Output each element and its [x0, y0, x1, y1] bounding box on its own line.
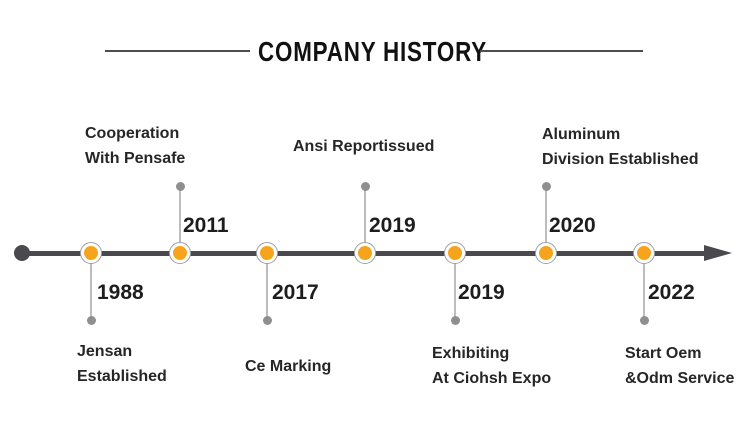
- event-stem: [179, 187, 181, 253]
- stem-end-dot: [451, 316, 460, 325]
- stem-end-dot: [176, 182, 185, 191]
- event-stem: [545, 187, 547, 253]
- event-stem: [266, 253, 268, 320]
- stem-end-dot: [542, 182, 551, 191]
- stem-end-dot: [263, 316, 272, 325]
- event-description-line: Division Established: [542, 151, 699, 168]
- event-description: Aluminum Division Established: [542, 122, 698, 172]
- event-description: Jensan Established: [77, 339, 167, 389]
- event-year: 2011: [183, 214, 229, 237]
- event-year: 1988: [97, 281, 144, 304]
- event-description: Exhibiting At Ciohsh Expo: [432, 341, 551, 391]
- event-stem: [454, 253, 456, 320]
- timeline-node-core: [448, 246, 462, 260]
- stem-end-dot: [640, 316, 649, 325]
- event-description-line: Ansi Reportissued: [293, 138, 435, 155]
- event-stem: [90, 253, 92, 320]
- stem-end-dot: [361, 182, 370, 191]
- event-description-line: Established: [77, 368, 167, 385]
- timeline-node-dot: [256, 242, 278, 264]
- event-description: Cooperation With Pensafe: [85, 121, 185, 171]
- timeline-node-core: [260, 246, 274, 260]
- event-year: 2019: [458, 281, 505, 304]
- event-year: 2022: [648, 281, 695, 304]
- title-rule-left: [105, 50, 250, 52]
- event-description: Ansi Reportissued: [293, 134, 434, 159]
- timeline-node-dot: [633, 242, 655, 264]
- timeline-node-dot: [354, 242, 376, 264]
- timeline-node-core: [173, 246, 187, 260]
- event-year: 2020: [549, 214, 596, 237]
- event-description: Start Oem &Odm Service: [625, 341, 734, 391]
- event-stem: [643, 253, 645, 320]
- timeline-node-dot: [444, 242, 466, 264]
- event-description-line: Start Oem: [625, 345, 702, 362]
- timeline-arrowhead-icon: [704, 245, 732, 261]
- title-rule-right: [480, 50, 643, 52]
- timeline-node-core: [539, 246, 553, 260]
- page-title: COMPANY HISTORY: [258, 36, 487, 67]
- event-description-line: Ce Marking: [245, 358, 332, 375]
- event-description-line: Jensan: [77, 343, 133, 360]
- timeline-node-dot: [80, 242, 102, 264]
- timeline-node-core: [84, 246, 98, 260]
- timeline-node-core: [358, 246, 372, 260]
- timeline-node-dot: [169, 242, 191, 264]
- event-description-line: Cooperation: [85, 125, 180, 142]
- timeline-node-dot: [535, 242, 557, 264]
- event-description-line: Aluminum: [542, 126, 621, 143]
- event-description: Ce Marking: [245, 354, 331, 379]
- event-year: 2017: [272, 281, 319, 304]
- event-description-line: Exhibiting: [432, 345, 510, 362]
- stem-end-dot: [87, 316, 96, 325]
- event-description-line: With Pensafe: [85, 150, 186, 167]
- event-year: 2019: [369, 214, 416, 237]
- event-stem: [364, 187, 366, 253]
- event-description-line: At Ciohsh Expo: [432, 370, 552, 387]
- event-description-line: &Odm Service: [625, 370, 735, 387]
- timeline-node-core: [637, 246, 651, 260]
